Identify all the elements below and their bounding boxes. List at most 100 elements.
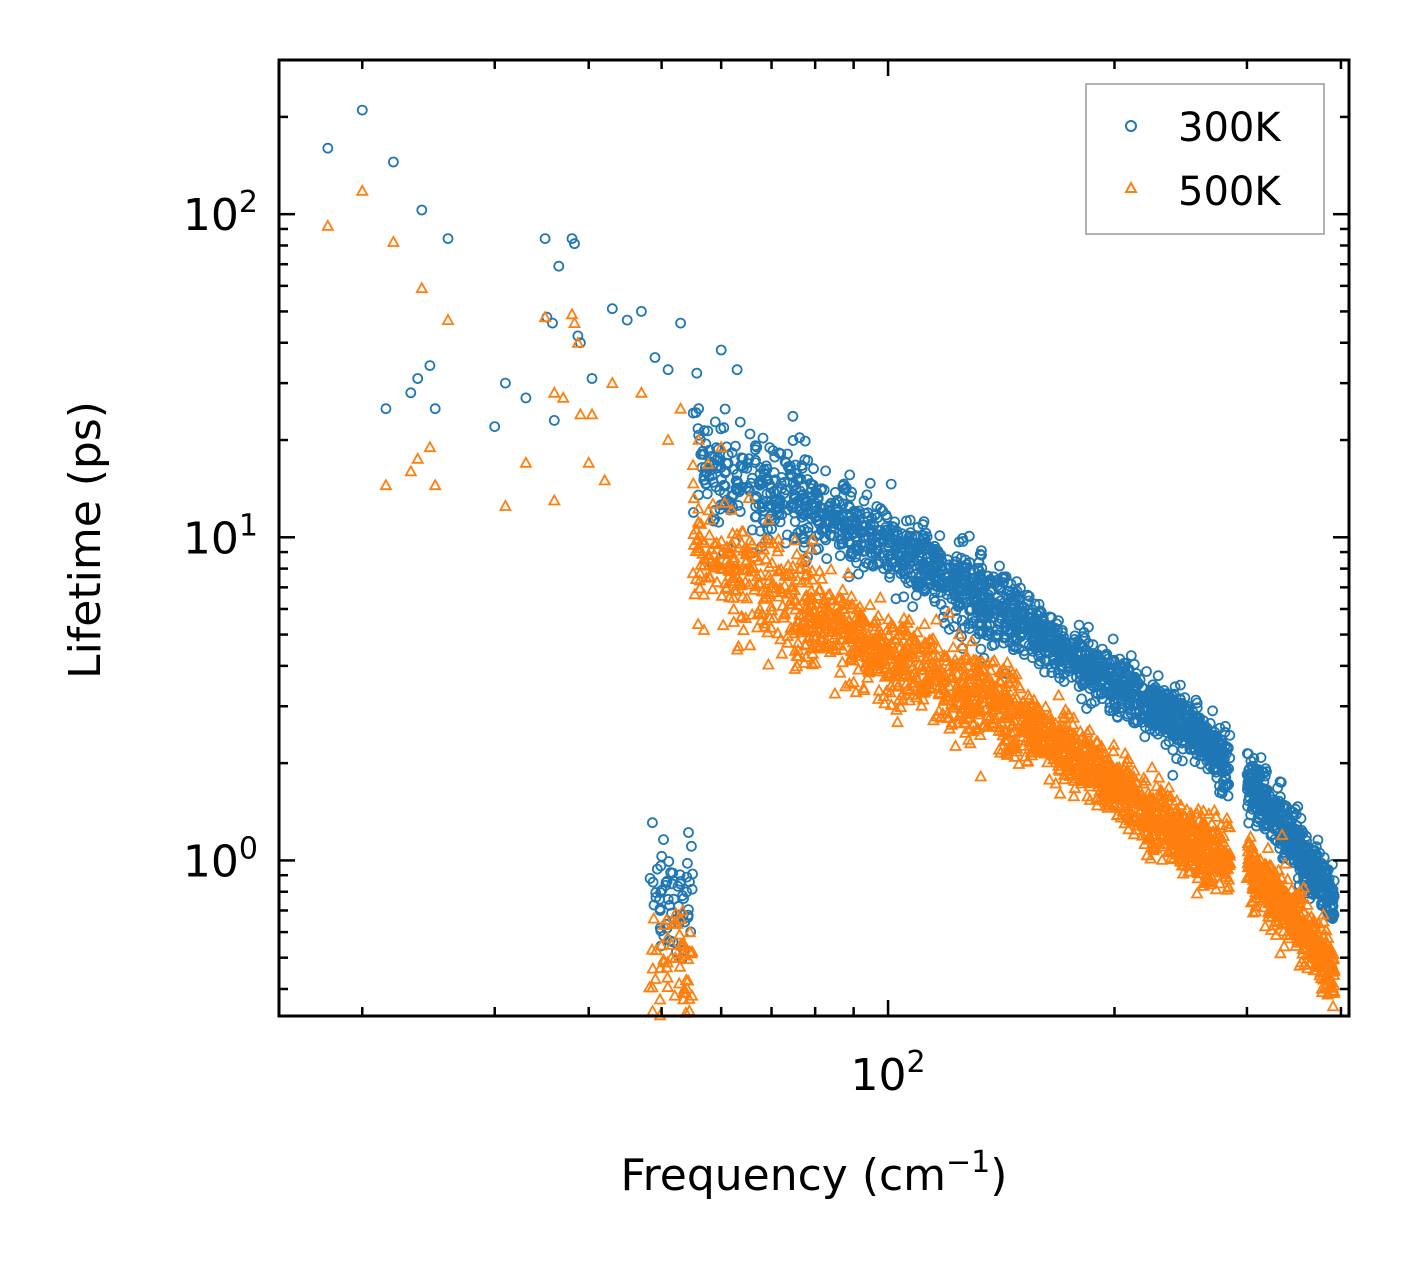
data-point-300K <box>947 559 959 571</box>
data-point-300K <box>1081 703 1092 714</box>
data-point-300K <box>871 501 883 512</box>
data-point-300K <box>757 432 769 444</box>
data-point-300K <box>1183 705 1195 717</box>
data-point-300K <box>867 560 879 572</box>
data-point-300K <box>761 463 773 475</box>
data-point-500K <box>1161 788 1175 801</box>
data-point-500K <box>1307 913 1321 926</box>
data-point-300K <box>907 601 919 612</box>
data-point-300K <box>929 596 941 607</box>
data-point-500K <box>691 617 705 629</box>
data-point-300K <box>691 367 703 379</box>
data-point-300K <box>734 416 746 428</box>
data-point-300K <box>976 562 988 574</box>
data-point-300K <box>1324 910 1335 922</box>
data-point-300K <box>1276 836 1288 847</box>
data-point-300K <box>1255 805 1266 816</box>
data-point-500K <box>1052 763 1067 776</box>
data-point-300K <box>808 463 819 475</box>
data-point-500K <box>538 310 552 323</box>
data-point-500K <box>1154 829 1168 841</box>
data-point-300K <box>915 538 927 550</box>
data-point-500K <box>937 649 951 662</box>
data-point-300K <box>838 483 850 495</box>
data-point-500K <box>1176 808 1190 821</box>
data-point-500K <box>1172 838 1186 850</box>
data-point-300K <box>662 364 674 376</box>
data-point-500K <box>498 499 512 511</box>
data-point-500K <box>1315 981 1329 994</box>
data-point-500K <box>1294 955 1309 967</box>
data-point-500K <box>895 688 909 701</box>
data-point-500K <box>907 675 921 688</box>
data-point-500K <box>702 528 716 541</box>
data-point-500K <box>916 692 930 705</box>
data-point-500K <box>1319 935 1333 948</box>
data-point-500K <box>1066 717 1080 730</box>
data-point-500K <box>1176 866 1190 879</box>
data-point-500K <box>888 659 902 672</box>
data-point-500K <box>1147 828 1161 841</box>
data-point-500K <box>929 674 943 687</box>
data-point-300K <box>1253 764 1264 775</box>
data-point-500K <box>386 235 400 247</box>
data-point-500K <box>742 577 756 590</box>
data-point-500K <box>1145 760 1159 773</box>
data-point-300K <box>842 517 854 528</box>
data-point-500K <box>752 576 766 589</box>
data-point-500K <box>686 566 700 579</box>
data-point-500K <box>1059 740 1073 752</box>
data-point-500K <box>1127 763 1142 776</box>
data-point-500K <box>953 656 967 669</box>
data-point-300K <box>1121 683 1133 695</box>
data-point-300K <box>690 407 702 419</box>
data-point-300K <box>1177 755 1188 767</box>
data-point-500K <box>810 616 825 629</box>
data-point-500K <box>763 587 777 600</box>
data-point-500K <box>727 571 741 583</box>
data-point-500K <box>727 583 741 596</box>
data-point-500K <box>1000 655 1014 668</box>
data-point-300K <box>1078 627 1090 638</box>
data-point-500K <box>1163 790 1178 802</box>
data-point-500K <box>1162 780 1176 793</box>
data-point-500K <box>1144 851 1158 864</box>
data-point-300K <box>1207 729 1219 741</box>
data-point-300K <box>356 104 368 116</box>
data-point-300K <box>666 878 678 890</box>
data-point-500K <box>1247 872 1261 885</box>
data-point-300K <box>1148 694 1160 706</box>
data-point-300K <box>1010 642 1022 653</box>
data-point-500K <box>878 669 892 682</box>
data-point-500K <box>985 676 999 688</box>
data-point-500K <box>782 597 796 610</box>
data-point-500K <box>1008 749 1022 762</box>
data-point-300K <box>1108 656 1120 667</box>
data-point-500K <box>1313 958 1327 971</box>
data-point-500K <box>1159 837 1173 849</box>
data-point-500K <box>716 618 730 631</box>
data-point-500K <box>683 944 697 957</box>
data-point-300K <box>663 856 675 867</box>
data-point-500K <box>1141 786 1155 799</box>
data-point-300K <box>770 504 782 516</box>
data-point-500K <box>788 662 802 674</box>
data-point-500K <box>808 656 822 668</box>
data-point-300K <box>1125 650 1137 661</box>
data-point-500K <box>973 728 987 740</box>
data-point-500K <box>813 582 827 595</box>
data-point-300K <box>648 899 660 911</box>
data-point-500K <box>831 609 845 622</box>
data-point-500K <box>1300 898 1315 910</box>
data-point-500K <box>683 925 697 938</box>
data-point-300K <box>807 479 819 491</box>
data-point-500K <box>727 602 741 615</box>
data-point-500K <box>1039 699 1053 712</box>
data-point-300K <box>1274 776 1286 788</box>
data-point-500K <box>873 590 887 603</box>
data-point-500K <box>744 545 758 558</box>
data-point-500K <box>1203 862 1217 874</box>
data-point-500K <box>896 644 910 656</box>
data-point-300K <box>976 545 987 556</box>
data-point-500K <box>824 562 838 575</box>
